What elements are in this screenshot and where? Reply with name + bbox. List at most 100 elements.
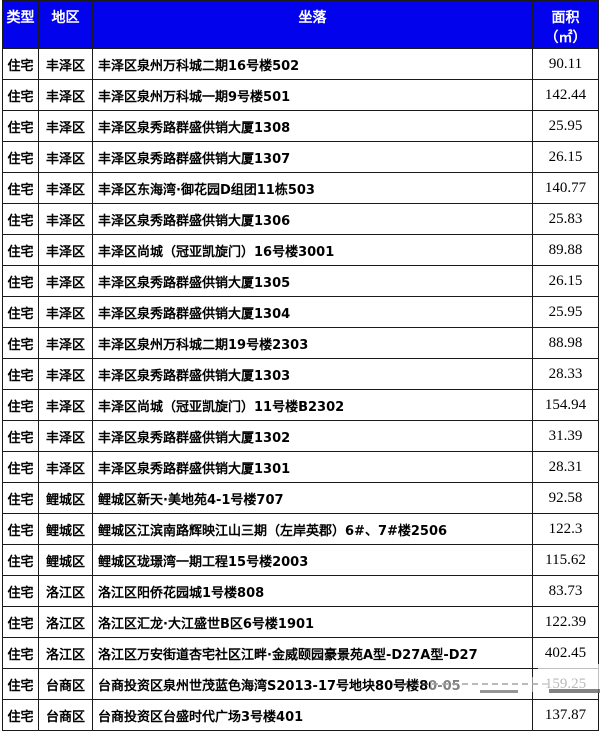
cell-type: 住宅 (2, 48, 39, 80)
cell-type: 住宅 (2, 358, 39, 390)
cell-location: 洛江区阳侨花园城1号楼808 (92, 575, 533, 607)
cell-type: 住宅 (2, 79, 39, 111)
cell-location: 丰泽区泉州万科城二期19号楼2303 (92, 327, 533, 359)
cell-area: 140.77 (532, 172, 599, 204)
table-row: 住宅 鲤城区 鲤城区珑璟湾一期工程15号楼2003 115.62 (2, 544, 599, 576)
cell-location: 丰泽区泉州万科城一期9号楼501 (92, 79, 533, 111)
cell-location: 鲤城区江滨南路辉映江山三期（左岸英郡）6#、7#楼2506 (92, 513, 533, 545)
table-row: 住宅 洛江区 洛江区汇龙·大江盛世B区6号楼1901 122.39 (2, 606, 599, 638)
cell-district: 丰泽区 (38, 358, 93, 390)
cell-type: 住宅 (2, 296, 39, 328)
cell-area: 26.15 (532, 265, 599, 297)
cell-area: 88.98 (532, 327, 599, 359)
cell-location: 丰泽区尚城（冠亚凯旋门）16号楼3001 (92, 234, 533, 266)
column-header-district-label: 地区 (51, 10, 80, 26)
cell-area: 26.15 (532, 141, 599, 173)
cell-location: 鲤城区新天·美地苑4-1号楼707 (92, 482, 533, 514)
table-row: 住宅 丰泽区 丰泽区泉州万科城二期19号楼2303 88.98 (2, 327, 599, 359)
table-row: 住宅 丰泽区 丰泽区泉州万科城一期9号楼501 142.44 (2, 79, 599, 111)
table-body: 住宅 丰泽区 丰泽区泉州万科城二期16号楼502 90.11 住宅 丰泽区 丰泽… (2, 48, 599, 731)
cell-type: 住宅 (2, 451, 39, 483)
table-row: 住宅 丰泽区 丰泽区泉秀路群盛供销大厦1308 25.95 (2, 110, 599, 142)
cell-district: 丰泽区 (38, 265, 93, 297)
table-row: 住宅 鲤城区 鲤城区新天·美地苑4-1号楼707 92.58 (2, 482, 599, 514)
cell-district: 丰泽区 (38, 451, 93, 483)
cell-location: 丰泽区泉秀路群盛供销大厦1307 (92, 141, 533, 173)
cell-area: 122.39 (532, 606, 599, 638)
cell-district: 丰泽区 (38, 420, 93, 452)
cell-area: 115.62 (532, 544, 599, 576)
column-header-location-label: 坐落 (298, 10, 327, 26)
table-row: 住宅 丰泽区 丰泽区泉秀路群盛供销大厦1301 28.31 (2, 451, 599, 483)
table-row: 住宅 丰泽区 丰泽区泉秀路群盛供销大厦1302 31.39 (2, 420, 599, 452)
cell-type: 住宅 (2, 699, 39, 731)
cell-type: 住宅 (2, 420, 39, 452)
table-row: 住宅 丰泽区 丰泽区泉秀路群盛供销大厦1304 25.95 (2, 296, 599, 328)
cell-area: 25.95 (532, 296, 599, 328)
cell-district: 丰泽区 (38, 141, 93, 173)
column-header-area-unit: （㎡） (544, 30, 587, 46)
table-row: 住宅 丰泽区 丰泽区泉秀路群盛供销大厦1305 26.15 (2, 265, 599, 297)
column-header-type: 类型 (2, 0, 39, 49)
table-row: 住宅 丰泽区 丰泽区泉秀路群盛供销大厦1303 28.33 (2, 358, 599, 390)
cell-type: 住宅 (2, 389, 39, 421)
cell-location: 台商投资区台盛时代广场3号楼401 (92, 699, 533, 731)
cell-type: 住宅 (2, 203, 39, 235)
cell-district: 丰泽区 (38, 389, 93, 421)
cell-location: 洛江区汇龙·大江盛世B区6号楼1901 (92, 606, 533, 638)
cell-type: 住宅 (2, 327, 39, 359)
cell-type: 住宅 (2, 637, 39, 669)
cell-location: 丰泽区泉秀路群盛供销大厦1304 (92, 296, 533, 328)
cell-district: 洛江区 (38, 575, 93, 607)
cell-area: 402.45 (532, 637, 599, 669)
cell-type: 住宅 (2, 482, 39, 514)
cell-area: 92.58 (532, 482, 599, 514)
cell-district: 丰泽区 (38, 79, 93, 111)
cell-area: 89.88 (532, 234, 599, 266)
table-row: 住宅 丰泽区 丰泽区泉秀路群盛供销大厦1307 26.15 (2, 141, 599, 173)
column-header-type-label: 类型 (6, 10, 35, 26)
cell-district: 丰泽区 (38, 327, 93, 359)
table-row: 住宅 丰泽区 丰泽区尚城（冠亚凯旋门）16号楼3001 89.88 (2, 234, 599, 266)
cell-district: 鲤城区 (38, 544, 93, 576)
cell-location: 洛江区万安街道杏宅社区江畔·金威颐园豪景苑A型-D27A型-D27 (92, 637, 533, 669)
table-row: 住宅 丰泽区 丰泽区泉州万科城二期16号楼502 90.11 (2, 48, 599, 80)
cell-area: 25.83 (532, 203, 599, 235)
column-header-location: 坐落 (92, 0, 533, 49)
table-row: 住宅 台商区 台商投资区台盛时代广场3号楼401 137.87 (2, 699, 599, 731)
table-row: 住宅 台商区 台商投资区泉州世茂蓝色海湾S2013-17号地块80号楼80-05… (2, 668, 599, 700)
cell-type: 住宅 (2, 141, 39, 173)
table-row: 住宅 洛江区 洛江区万安街道杏宅社区江畔·金威颐园豪景苑A型-D27A型-D27… (2, 637, 599, 669)
cell-district: 洛江区 (38, 637, 93, 669)
cell-district: 洛江区 (38, 606, 93, 638)
cell-area: 159.25 (532, 668, 599, 700)
cell-district: 丰泽区 (38, 234, 93, 266)
cell-type: 住宅 (2, 234, 39, 266)
column-header-area: 面积 （㎡） (532, 0, 599, 49)
cell-district: 丰泽区 (38, 296, 93, 328)
cell-area: 154.94 (532, 389, 599, 421)
cell-area: 28.33 (532, 358, 599, 390)
cell-type: 住宅 (2, 513, 39, 545)
table-row: 住宅 鲤城区 鲤城区江滨南路辉映江山三期（左岸英郡）6#、7#楼2506 122… (2, 513, 599, 545)
cell-location: 丰泽区泉秀路群盛供销大厦1305 (92, 265, 533, 297)
cell-district: 鲤城区 (38, 482, 93, 514)
cell-district: 台商区 (38, 699, 93, 731)
table-row: 住宅 丰泽区 丰泽区泉秀路群盛供销大厦1306 25.83 (2, 203, 599, 235)
cell-area: 31.39 (532, 420, 599, 452)
cell-location: 丰泽区泉秀路群盛供销大厦1306 (92, 203, 533, 235)
cell-type: 住宅 (2, 265, 39, 297)
cell-location: 丰泽区泉秀路群盛供销大厦1301 (92, 451, 533, 483)
table-row: 住宅 丰泽区 丰泽区东海湾·御花园D组团11栋503 140.77 (2, 172, 599, 204)
cell-location: 丰泽区泉州万科城二期16号楼502 (92, 48, 533, 80)
header-row: 类型 地区 坐落 面积 （㎡） (2, 0, 599, 49)
cell-location: 丰泽区泉秀路群盛供销大厦1302 (92, 420, 533, 452)
cell-location: 台商投资区泉州世茂蓝色海湾S2013-17号地块80号楼80-05 (92, 668, 533, 700)
cell-type: 住宅 (2, 544, 39, 576)
cell-area: 83.73 (532, 575, 599, 607)
cell-area: 122.3 (532, 513, 599, 545)
cell-district: 丰泽区 (38, 203, 93, 235)
cell-district: 鲤城区 (38, 513, 93, 545)
cell-location: 丰泽区泉秀路群盛供销大厦1308 (92, 110, 533, 142)
